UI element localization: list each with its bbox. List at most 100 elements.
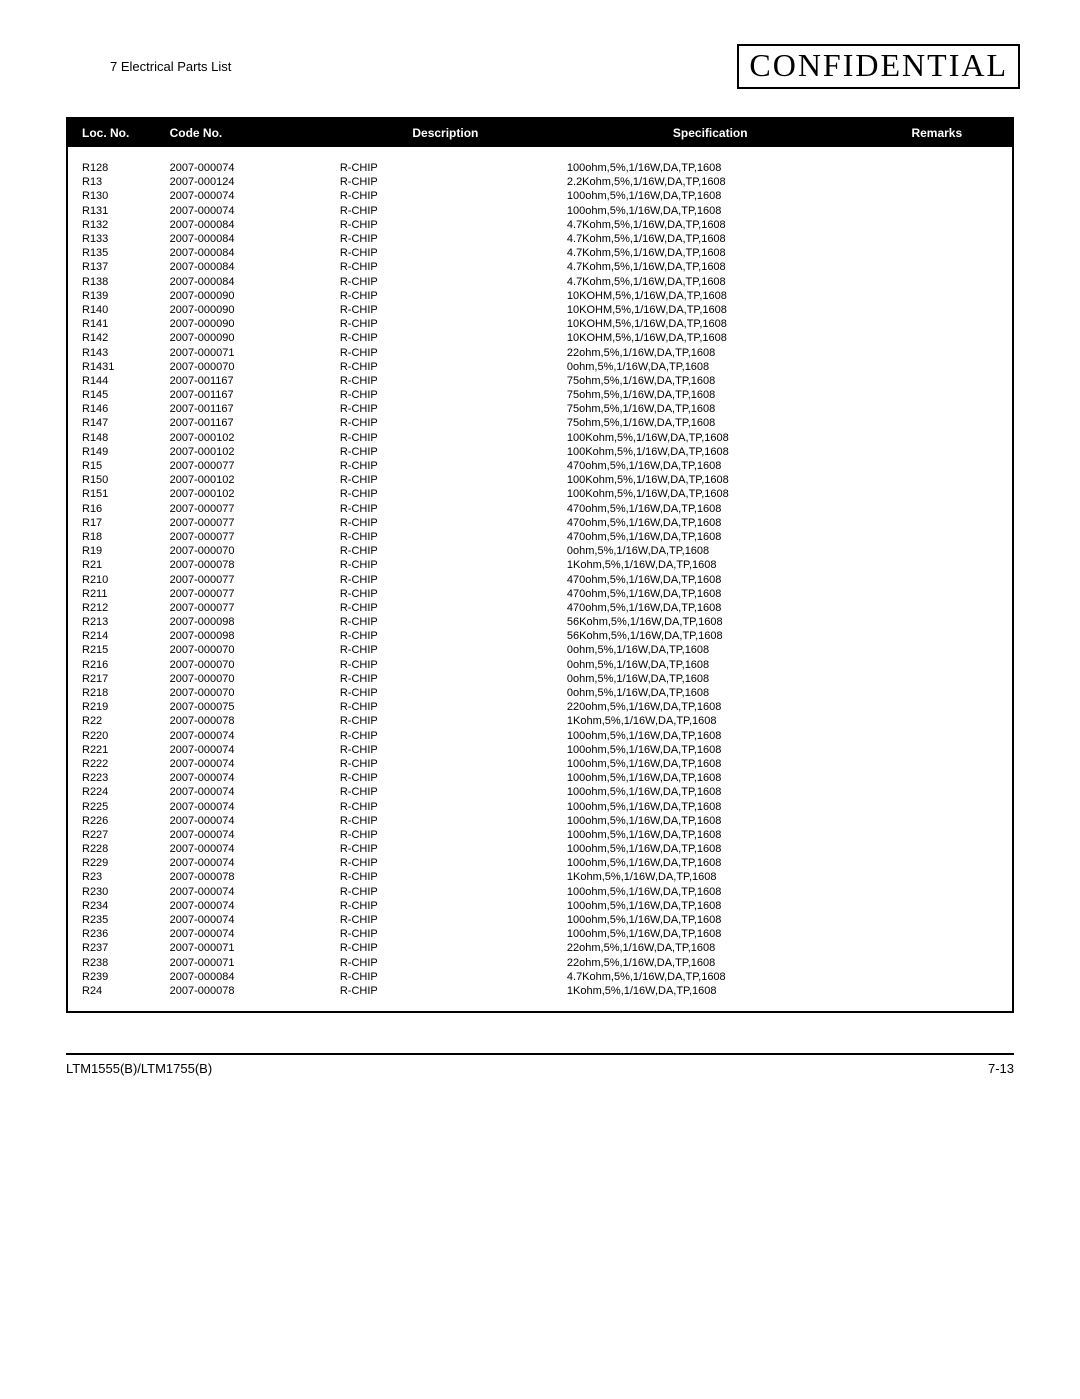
table-row: R2192007-000075R-CHIP220ohm,5%,1/16W,DA,… (67, 700, 1013, 714)
cell-specification: 100ohm,5%,1/16W,DA,TP,1608 (559, 161, 862, 175)
cell-loc-no: R137 (67, 260, 162, 274)
table-row: R232007-000078R-CHIP1Kohm,5%,1/16W,DA,TP… (67, 870, 1013, 884)
cell-loc-no: R235 (67, 913, 162, 927)
cell-code-no: 2007-001167 (162, 388, 332, 402)
cell-remarks (862, 885, 1013, 899)
parts-table: Loc. No. Code No. Description Specificat… (66, 117, 1014, 1013)
cell-specification: 100ohm,5%,1/16W,DA,TP,1608 (559, 899, 862, 913)
parts-table-container: Loc. No. Code No. Description Specificat… (66, 117, 1014, 1013)
cell-remarks (862, 799, 1013, 813)
footer-model: LTM1555(B)/LTM1755(B) (66, 1061, 212, 1076)
cell-description: R-CHIP (332, 459, 559, 473)
cell-description: R-CHIP (332, 842, 559, 856)
cell-specification: 4.7Kohm,5%,1/16W,DA,TP,1608 (559, 232, 862, 246)
cell-code-no: 2007-000074 (162, 771, 332, 785)
cell-remarks (862, 289, 1013, 303)
cell-code-no: 2007-000077 (162, 530, 332, 544)
cell-loc-no: R133 (67, 232, 162, 246)
cell-remarks (862, 360, 1013, 374)
cell-remarks (862, 303, 1013, 317)
table-row: R2122007-000077R-CHIP470ohm,5%,1/16W,DA,… (67, 601, 1013, 615)
cell-loc-no: R237 (67, 941, 162, 955)
cell-remarks (862, 516, 1013, 530)
cell-description: R-CHIP (332, 416, 559, 430)
cell-description: R-CHIP (332, 388, 559, 402)
cell-remarks (862, 700, 1013, 714)
cell-code-no: 2007-000078 (162, 558, 332, 572)
cell-description: R-CHIP (332, 246, 559, 260)
cell-specification: 4.7Kohm,5%,1/16W,DA,TP,1608 (559, 218, 862, 232)
table-row: R222007-000078R-CHIP1Kohm,5%,1/16W,DA,TP… (67, 714, 1013, 728)
cell-loc-no: R19 (67, 544, 162, 558)
column-code-no: Code No. (162, 118, 332, 147)
cell-code-no: 2007-000090 (162, 331, 332, 345)
table-row: R2112007-000077R-CHIP470ohm,5%,1/16W,DA,… (67, 587, 1013, 601)
table-row: R2142007-000098R-CHIP56Kohm,5%,1/16W,DA,… (67, 629, 1013, 643)
cell-code-no: 2007-000070 (162, 360, 332, 374)
cell-code-no: 2007-000102 (162, 473, 332, 487)
cell-specification: 4.7Kohm,5%,1/16W,DA,TP,1608 (559, 275, 862, 289)
cell-loc-no: R222 (67, 757, 162, 771)
cell-specification: 470ohm,5%,1/16W,DA,TP,1608 (559, 530, 862, 544)
cell-loc-no: R13 (67, 175, 162, 189)
cell-code-no: 2007-000074 (162, 814, 332, 828)
cell-loc-no: R143 (67, 345, 162, 359)
table-row: R2302007-000074R-CHIP100ohm,5%,1/16W,DA,… (67, 885, 1013, 899)
cell-specification: 22ohm,5%,1/16W,DA,TP,1608 (559, 345, 862, 359)
table-row: R2232007-000074R-CHIP100ohm,5%,1/16W,DA,… (67, 771, 1013, 785)
cell-description: R-CHIP (332, 275, 559, 289)
cell-specification: 100ohm,5%,1/16W,DA,TP,1608 (559, 842, 862, 856)
table-row: R152007-000077R-CHIP470ohm,5%,1/16W,DA,T… (67, 459, 1013, 473)
cell-description: R-CHIP (332, 360, 559, 374)
cell-code-no: 2007-000074 (162, 785, 332, 799)
page-footer: LTM1555(B)/LTM1755(B) 7-13 (66, 1053, 1014, 1076)
cell-description: R-CHIP (332, 913, 559, 927)
cell-description: R-CHIP (332, 544, 559, 558)
cell-loc-no: R227 (67, 828, 162, 842)
cell-specification: 100Kohm,5%,1/16W,DA,TP,1608 (559, 431, 862, 445)
cell-description: R-CHIP (332, 161, 559, 175)
cell-code-no: 2007-000074 (162, 913, 332, 927)
cell-loc-no: R236 (67, 927, 162, 941)
cell-code-no: 2007-000074 (162, 927, 332, 941)
cell-loc-no: R151 (67, 487, 162, 501)
cell-code-no: 2007-000077 (162, 572, 332, 586)
cell-code-no: 2007-000070 (162, 643, 332, 657)
cell-specification: 470ohm,5%,1/16W,DA,TP,1608 (559, 601, 862, 615)
table-body: R1282007-000074R-CHIP100ohm,5%,1/16W,DA,… (67, 147, 1013, 1012)
cell-code-no: 2007-000090 (162, 317, 332, 331)
cell-loc-no: R238 (67, 956, 162, 970)
table-row: R1312007-000074R-CHIP100ohm,5%,1/16W,DA,… (67, 204, 1013, 218)
cell-remarks (862, 629, 1013, 643)
cell-code-no: 2007-000084 (162, 275, 332, 289)
cell-description: R-CHIP (332, 502, 559, 516)
cell-description: R-CHIP (332, 260, 559, 274)
cell-specification: 0ohm,5%,1/16W,DA,TP,1608 (559, 643, 862, 657)
cell-description: R-CHIP (332, 516, 559, 530)
cell-code-no: 2007-001167 (162, 402, 332, 416)
cell-remarks (862, 317, 1013, 331)
table-row: R2362007-000074R-CHIP100ohm,5%,1/16W,DA,… (67, 927, 1013, 941)
cell-specification: 75ohm,5%,1/16W,DA,TP,1608 (559, 388, 862, 402)
cell-description: R-CHIP (332, 303, 559, 317)
cell-description: R-CHIP (332, 970, 559, 984)
table-row: R1332007-000084R-CHIP4.7Kohm,5%,1/16W,DA… (67, 232, 1013, 246)
table-row: R212007-000078R-CHIP1Kohm,5%,1/16W,DA,TP… (67, 558, 1013, 572)
cell-loc-no: R212 (67, 601, 162, 615)
cell-specification: 0ohm,5%,1/16W,DA,TP,1608 (559, 686, 862, 700)
cell-description: R-CHIP (332, 431, 559, 445)
cell-loc-no: R22 (67, 714, 162, 728)
cell-specification: 4.7Kohm,5%,1/16W,DA,TP,1608 (559, 246, 862, 260)
cell-remarks (862, 587, 1013, 601)
cell-code-no: 2007-000084 (162, 970, 332, 984)
cell-remarks (862, 189, 1013, 203)
cell-specification: 100ohm,5%,1/16W,DA,TP,1608 (559, 913, 862, 927)
confidential-stamp: CONFIDENTIAL (737, 44, 1020, 89)
cell-specification: 100ohm,5%,1/16W,DA,TP,1608 (559, 757, 862, 771)
cell-code-no: 2007-000102 (162, 487, 332, 501)
table-row: R2292007-000074R-CHIP100ohm,5%,1/16W,DA,… (67, 856, 1013, 870)
cell-remarks (862, 345, 1013, 359)
table-row: R1462007-001167R-CHIP75ohm,5%,1/16W,DA,T… (67, 402, 1013, 416)
cell-description: R-CHIP (332, 345, 559, 359)
cell-description: R-CHIP (332, 572, 559, 586)
